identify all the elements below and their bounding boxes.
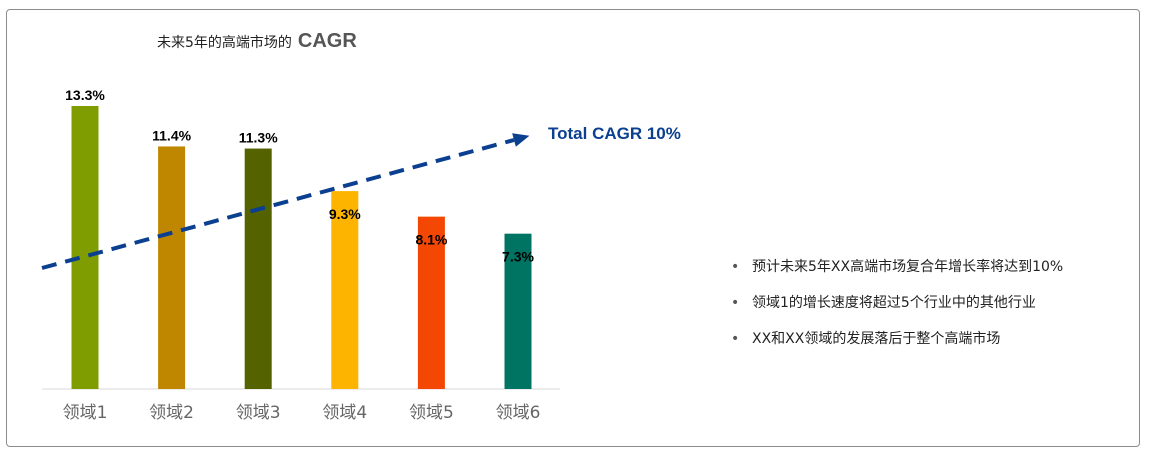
- trend-arrow-line: [41, 138, 515, 270]
- note-item: XX和XX领域的发展落后于整个高端市场: [730, 330, 1090, 349]
- note-item: 预计未来5年XX高端市场复合年增长率将达到10%: [730, 258, 1090, 277]
- x-tick-label-1: 领域1: [63, 403, 108, 423]
- data-label-5: 8.1%: [415, 232, 447, 248]
- x-tick-label-6: 领域6: [496, 403, 541, 423]
- trend-arrow-head: [512, 133, 530, 147]
- x-tick-label-3: 领域3: [236, 403, 281, 423]
- bar-5: [417, 216, 445, 389]
- data-label-4: 9.3%: [329, 206, 361, 222]
- bar-6: [504, 233, 532, 389]
- note-item: 领域1的增长速度将超过5个行业中的其他行业: [730, 294, 1090, 313]
- bar-2: [158, 146, 186, 389]
- notes-list: 预计未来5年XX高端市场复合年增长率将达到10% 领域1的增长速度将超过5个行业…: [730, 258, 1090, 366]
- data-label-1: 13.3%: [65, 87, 105, 103]
- bar-3: [244, 148, 272, 389]
- bar-4: [331, 191, 359, 389]
- total-cagr-annotation: Total CAGR 10%: [548, 124, 681, 143]
- chart-title-emphasis: CAGR: [297, 30, 357, 52]
- data-label-3: 11.3%: [239, 130, 278, 146]
- chart-title: 未来5年的高端市场的 CAGR: [157, 30, 357, 53]
- x-tick-label-5: 领域5: [409, 403, 454, 423]
- data-label-6: 7.3%: [502, 249, 534, 265]
- chart-title-text: 未来5年的高端市场的: [157, 35, 292, 51]
- x-tick-label-4: 领域4: [322, 403, 367, 423]
- bar-1: [71, 106, 99, 389]
- data-label-2: 11.4%: [152, 127, 191, 143]
- x-tick-label-2: 领域2: [149, 403, 194, 423]
